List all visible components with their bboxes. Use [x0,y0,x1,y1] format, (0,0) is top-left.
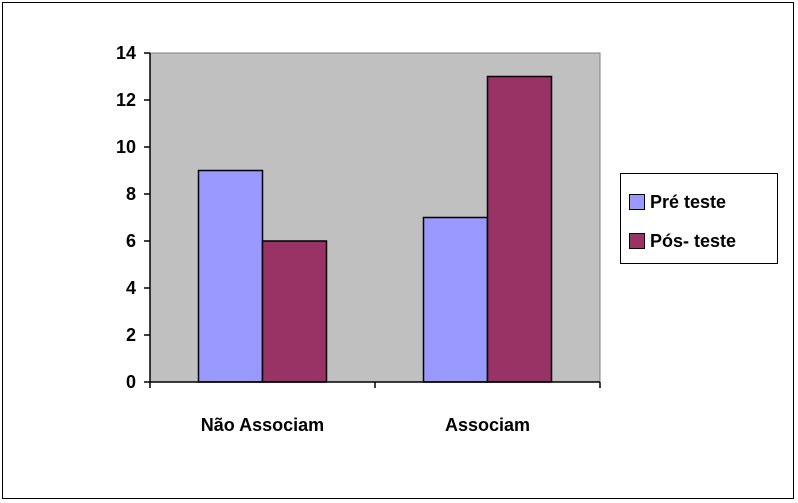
legend-swatch-pos-teste [629,233,645,249]
bars-group [197,75,553,383]
y-tick-label: 8 [126,184,136,204]
bar-pos-teste-nao-associam [261,240,328,383]
x-tick-label: Não Associam [201,415,324,435]
legend-swatch-pre-teste [629,194,645,210]
legend: Pré teste Pós- teste [620,173,778,264]
y-tick-label: 4 [126,278,136,298]
bar-pre-teste-associam [422,216,489,383]
y-tick-label: 12 [116,90,136,110]
y-tick-label: 14 [116,43,136,63]
y-tick-label: 2 [126,325,136,345]
y-tick-label: 10 [116,137,136,157]
legend-item-pre-teste: Pré teste [629,192,726,212]
bar-pos-teste-associam [486,75,553,383]
legend-label-pos-teste: Pós- teste [650,230,737,251]
axes-group: Não Associam Associam 0 2 4 6 8 10 12 14 [116,43,601,435]
y-tick-label: 0 [126,372,136,392]
y-tick-label: 6 [126,231,136,251]
legend-label-pre-teste: Pré teste [650,191,727,212]
x-tick-label: Associam [445,415,530,435]
bar-pre-teste-nao-associam [197,169,264,383]
legend-item-pos-teste: Pós- teste [629,231,736,251]
